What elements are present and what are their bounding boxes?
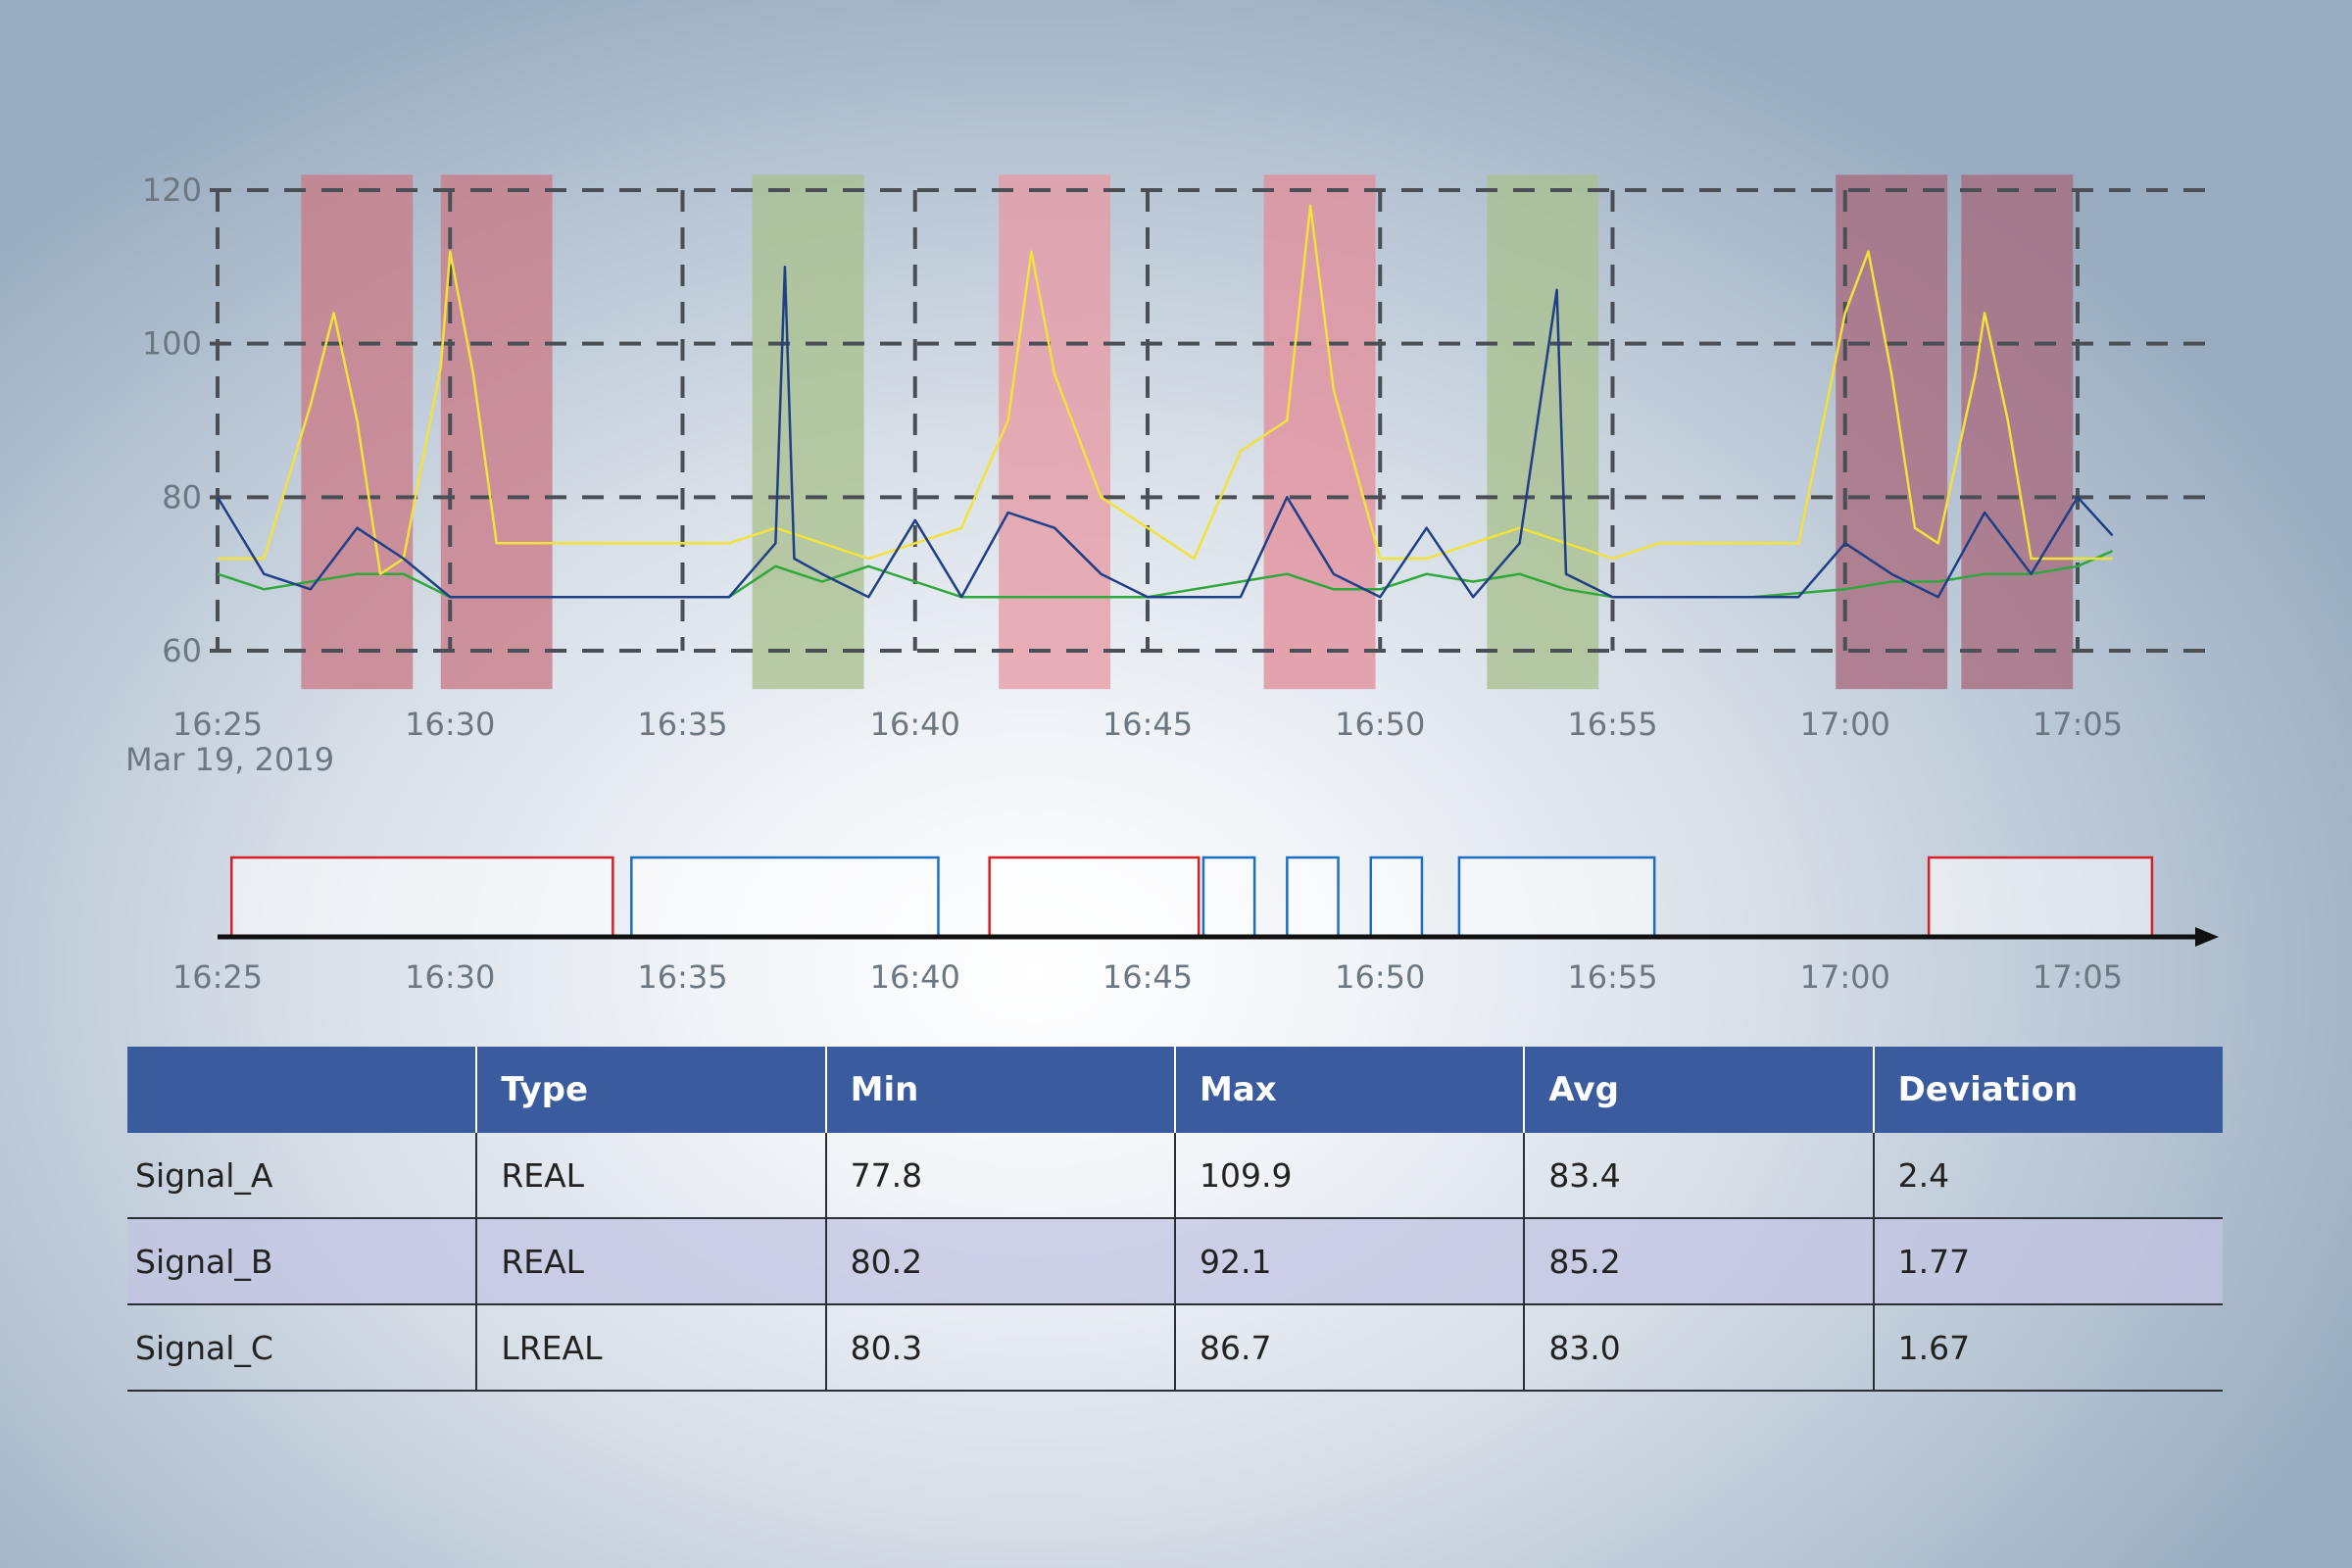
cell-deviation: 1.67: [1872, 1304, 2223, 1392]
cell-avg: 83.4: [1523, 1133, 1874, 1219]
x-tick-label: 16:35: [637, 706, 727, 743]
cell-signal: Signal_B: [127, 1218, 477, 1305]
header-deviation: Deviation: [1872, 1047, 2223, 1133]
cell-max: 109.9: [1173, 1133, 1525, 1219]
highlight-band-8: [1961, 174, 2074, 690]
timeline-segment-3: [988, 856, 1200, 939]
x-tick-label: 16:40: [870, 706, 960, 743]
highlight-band-4: [999, 174, 1111, 690]
highlight-band-5: [1263, 174, 1376, 690]
cell-min: 77.8: [824, 1133, 1175, 1219]
cell-max: 92.1: [1173, 1218, 1525, 1305]
table-header-row: Type Min Max Avg Deviation: [127, 1047, 2223, 1133]
timeline-tick-label: 16:55: [1567, 958, 1657, 996]
highlight-band-1: [301, 174, 414, 690]
cell-deviation: 1.77: [1872, 1218, 2223, 1305]
timeline-tick-label: 16:45: [1102, 958, 1193, 996]
timeline: [218, 856, 2219, 947]
table-row: Signal_A REAL 77.8 109.9 83.4 2.4: [127, 1133, 2223, 1219]
cell-type: LREAL: [475, 1304, 826, 1392]
timeline-segment-2: [630, 856, 940, 939]
highlight-band-2: [440, 174, 553, 690]
timeline-segment-1: [229, 856, 614, 939]
timeline-segment-4: [1201, 856, 1256, 939]
x-tick-label: 17:05: [2033, 706, 2123, 743]
table-row: Signal_B REAL 80.2 92.1 85.2 1.77: [127, 1218, 2223, 1305]
y-tick-label: 60: [162, 632, 202, 669]
y-tick-label: 80: [162, 478, 202, 515]
timeline-tick-label: 16:35: [637, 958, 727, 996]
highlight-bands: [301, 174, 2074, 690]
timeline-arrow: [2195, 927, 2219, 947]
highlight-band-3: [752, 174, 864, 690]
cell-min: 80.2: [824, 1218, 1175, 1305]
cell-signal: Signal_A: [127, 1133, 477, 1219]
cell-min: 80.3: [824, 1304, 1175, 1392]
table-row: Signal_C LREAL 80.3 86.7 83.0 1.67: [127, 1304, 2223, 1392]
timeline-segment-8: [1927, 856, 2154, 939]
header-max: Max: [1173, 1047, 1525, 1133]
highlight-band-6: [1487, 174, 1599, 690]
cell-type: REAL: [475, 1218, 826, 1305]
cell-max: 86.7: [1173, 1304, 1525, 1392]
series-line-2: [218, 204, 2113, 575]
x-axis-ticks: 16:25 16:30 16:35 16:40 16:45 16:50 16:55 17:00…: [172, 706, 2123, 743]
cell-avg: 85.2: [1523, 1218, 1874, 1305]
timeline-segment-5: [1286, 856, 1340, 939]
x-tick-label: 16:25: [172, 706, 263, 743]
timeline-tick-label: 17:00: [1800, 958, 1890, 996]
timeline-segment-6: [1369, 856, 1424, 939]
y-tick-label: 100: [142, 325, 202, 363]
cell-deviation: 2.4: [1872, 1133, 2223, 1219]
x-tick-label: 16:45: [1102, 706, 1193, 743]
series-line-3: [216, 266, 2114, 599]
cell-type: REAL: [475, 1133, 826, 1219]
timeline-tick-label: 16:25: [172, 958, 263, 996]
x-tick-label: 16:30: [405, 706, 495, 743]
highlight-band-7: [1836, 174, 1948, 690]
y-axis-ticks: 60 80 100 120: [142, 172, 202, 669]
header-min: Min: [824, 1047, 1175, 1133]
timeline-tick-label: 16:30: [405, 958, 495, 996]
statistics-table: Type Min Max Avg Deviation Signal_A REAL…: [127, 1047, 2223, 1392]
date-label: Mar 19, 2019: [125, 741, 334, 778]
cell-signal: Signal_C: [127, 1304, 477, 1392]
header-signal: [127, 1047, 476, 1133]
timeline-tick-label: 16:40: [870, 958, 960, 996]
x-tick-label: 17:00: [1800, 706, 1890, 743]
timeline-tick-label: 16:50: [1335, 958, 1425, 996]
series-lines: [216, 204, 2114, 599]
timeline-ticks: 16:25 16:30 16:35 16:40 16:45 16:50 16:55 17:00…: [172, 958, 2123, 996]
cell-avg: 83.0: [1523, 1304, 1874, 1392]
header-type: Type: [475, 1047, 826, 1133]
x-tick-label: 16:55: [1567, 706, 1657, 743]
timeline-segment-7: [1457, 856, 1656, 939]
x-tick-label: 16:50: [1335, 706, 1425, 743]
header-avg: Avg: [1523, 1047, 1874, 1133]
y-tick-label: 120: [142, 172, 202, 209]
timeline-tick-label: 17:05: [2033, 958, 2123, 996]
